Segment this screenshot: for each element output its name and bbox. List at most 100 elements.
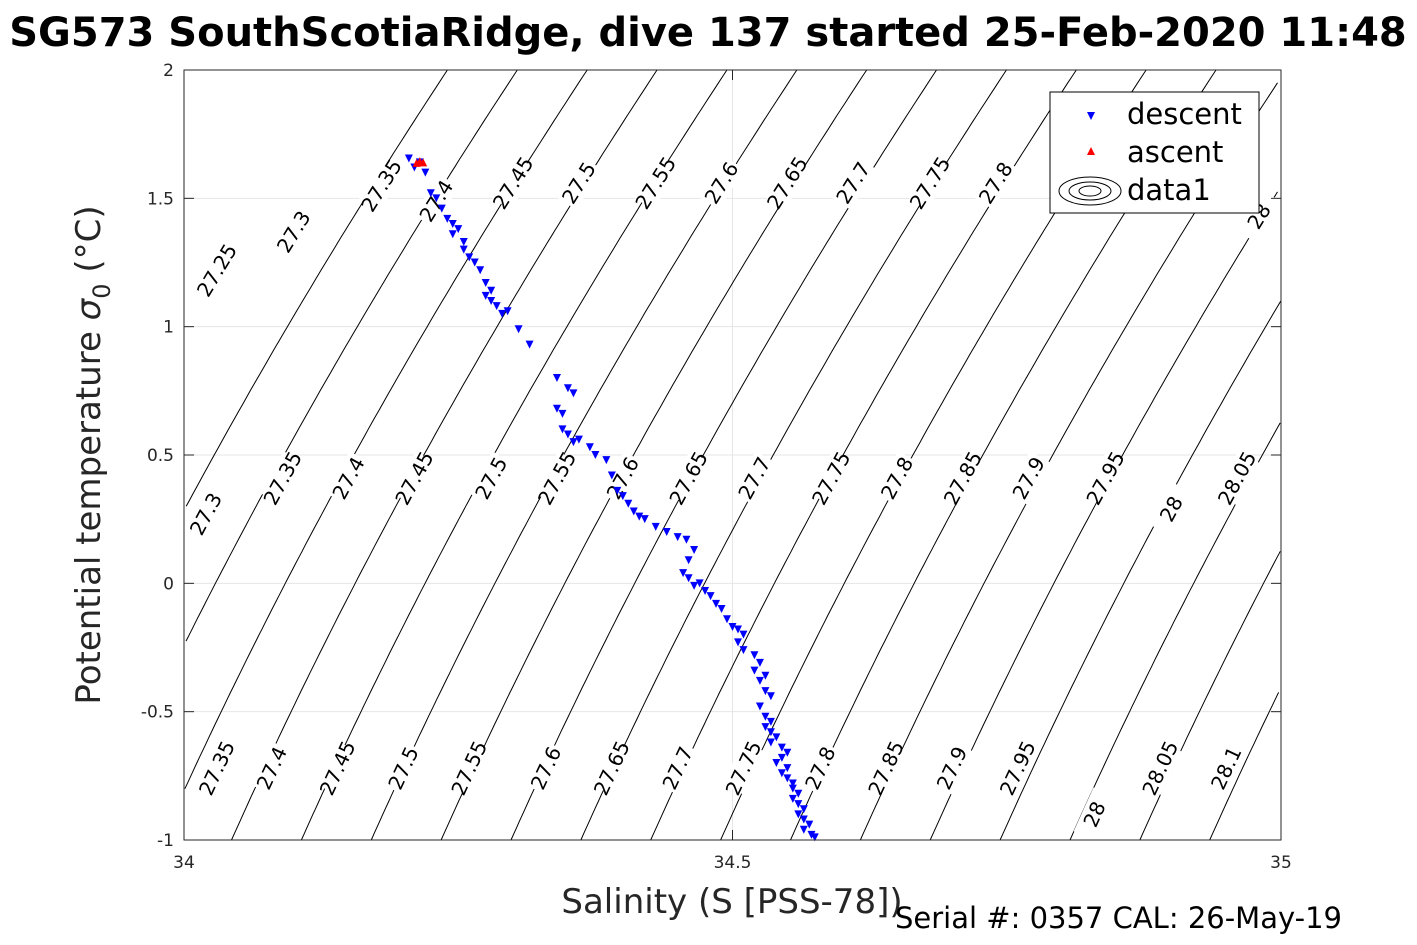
descent-point: [761, 723, 770, 732]
descent-point: [558, 409, 567, 418]
descent-point: [772, 759, 781, 767]
y-axis-ticks: -1 -0.5 0 0.5 1 1.5 2: [141, 61, 1281, 851]
contour-label-background: [250, 741, 293, 795]
descent-point: [733, 638, 742, 647]
descent-point: [465, 253, 474, 262]
descent-point: [682, 535, 691, 544]
density-contour-line: [185, 69, 518, 642]
contour-label-background: [940, 451, 985, 505]
descent-point: [552, 404, 561, 413]
y-tick-label: -1: [157, 831, 174, 851]
contour-label-background: [698, 156, 745, 210]
density-contour-line: [185, 69, 448, 507]
descent-point: [766, 738, 775, 747]
descent-point: [772, 733, 781, 742]
contour-label-background: [448, 741, 491, 795]
descent-point: [783, 764, 792, 773]
descent-point: [807, 830, 816, 839]
x-axis-label: Salinity (S [PSS-78]): [561, 882, 902, 922]
contour-label-background: [316, 741, 359, 795]
descent-point: [755, 658, 764, 667]
contour-label-background: [656, 741, 699, 795]
descent-point: [750, 651, 759, 660]
descent-point: [695, 579, 704, 588]
contour-label-background: [270, 204, 317, 259]
contour-label-background: [972, 156, 1019, 210]
descent-point: [487, 286, 496, 295]
descent-point: [476, 266, 485, 275]
x-tick-label: 34: [173, 853, 195, 873]
contour-label-background: [722, 741, 765, 795]
descent-point: [783, 748, 792, 757]
contour-label-background: [524, 741, 568, 795]
contour-label-background: [1149, 482, 1194, 536]
descent-point: [728, 622, 737, 631]
descent-point: [635, 512, 644, 521]
descent-point: [766, 728, 775, 737]
descent-point: [690, 545, 699, 554]
descent-point: [481, 291, 490, 300]
contour-label-background: [260, 451, 305, 505]
density-contour-line: [999, 300, 1282, 841]
descent-point: [525, 340, 534, 349]
legend-label-ascent: ascent: [1127, 135, 1223, 169]
contour-label-background: [865, 741, 908, 795]
x-tick-label: 34.5: [714, 853, 752, 873]
descent-point: [706, 592, 715, 601]
density-contour-line: [929, 191, 1278, 841]
descent-point: [777, 753, 786, 762]
y-axis-label-main: Potential temperature: [69, 320, 109, 704]
descent-point: [448, 230, 457, 239]
contour-label-background: [490, 156, 537, 210]
contour-label-background: [1139, 741, 1182, 795]
x-tick-label: 35: [1270, 853, 1292, 873]
descent-point: [454, 225, 463, 234]
descent-point: [750, 666, 759, 675]
descent-point: [810, 833, 819, 842]
contour-label-background: [1215, 451, 1260, 505]
y-axis-label-sigma: σ: [69, 297, 109, 320]
chart-title: SG573 SouthScotiaRidge, dive 137 started…: [9, 10, 1407, 56]
contour-label-background: [874, 451, 920, 505]
contour-label-background: [195, 741, 238, 795]
contour-label-background: [830, 156, 877, 210]
descent-point: [432, 194, 441, 203]
contour-label-background: [799, 741, 842, 795]
descent-point: [459, 245, 468, 254]
serial-cal-footer: Serial #: 0357 CAL: 26-May-19: [895, 901, 1342, 935]
y-tick-label: -0.5: [141, 703, 174, 723]
y-tick-label: 0.5: [147, 446, 174, 466]
descent-point: [426, 189, 435, 198]
ascent-point: [412, 158, 421, 167]
descent-point: [421, 168, 430, 177]
descent-point: [498, 309, 507, 318]
descent-point: [761, 671, 770, 680]
ascent-point: [419, 158, 428, 167]
contour-label-background: [632, 156, 679, 210]
descent-point: [766, 717, 775, 726]
descent-point: [788, 779, 797, 788]
descent-point: [777, 769, 786, 778]
descent-point: [624, 499, 633, 508]
contour-label-background: [1006, 451, 1051, 505]
descent-point: [701, 587, 710, 596]
contour-label-background: [534, 451, 580, 505]
descent-point: [799, 815, 808, 824]
descent-point: [552, 374, 561, 382]
descent-point: [574, 435, 583, 444]
descent-point: [723, 615, 732, 624]
legend: descent ascent data1: [1049, 91, 1260, 214]
descent-point: [569, 438, 578, 447]
descent-point: [799, 825, 808, 834]
contour-label-background: [907, 156, 953, 210]
descent-point: [684, 574, 693, 583]
descent-point: [717, 605, 726, 613]
contour-label-background: [996, 741, 1039, 795]
descent-point: [618, 492, 627, 501]
descent-point: [755, 702, 764, 711]
descent-point: [607, 471, 616, 480]
descent-point: [761, 687, 770, 696]
descent-point: [585, 443, 594, 452]
descent-point: [788, 784, 797, 793]
